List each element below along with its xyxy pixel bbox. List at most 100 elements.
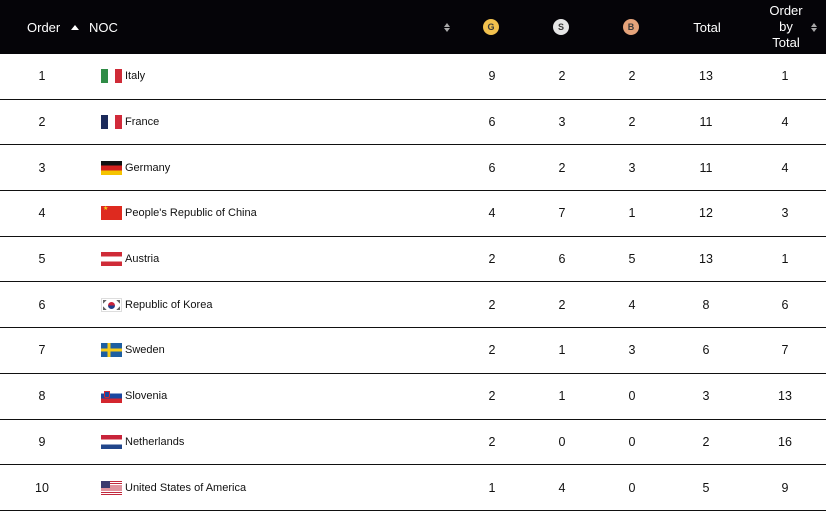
total-cell: 12: [699, 206, 713, 221]
gold-column-header[interactable]: G: [483, 0, 499, 54]
silver-cell: 0: [558, 434, 566, 449]
order-by-total-cell: 7: [781, 343, 789, 358]
noc-cell[interactable]: Slovenia: [101, 374, 167, 419]
total-cell: 8: [702, 297, 710, 312]
noc-name: France: [125, 116, 160, 129]
noc-cell[interactable]: France: [101, 100, 159, 145]
silver-cell: 6: [558, 252, 566, 267]
order-cell: 8: [38, 389, 46, 404]
order-by-total-column-header[interactable]: Order by Total: [760, 0, 812, 54]
noc-cell[interactable]: Germany: [101, 145, 170, 190]
table-row[interactable]: 2 France 6 3 2 11 4: [0, 100, 826, 146]
order-by-total-cell: 1: [781, 69, 789, 84]
noc-name: Netherlands: [125, 435, 185, 448]
order-cell: 10: [35, 480, 49, 495]
bronze-cell: 2: [628, 69, 636, 84]
order-by-total-cell: 4: [781, 160, 789, 175]
silver-cell: 4: [558, 480, 566, 495]
order-by-total-cell: 16: [778, 434, 792, 449]
noc-name: Germany: [125, 161, 171, 174]
bronze-medal-icon: B: [623, 19, 639, 35]
order-cell: 2: [38, 115, 46, 130]
order-cell: 4: [38, 206, 46, 221]
usa-flag-icon: [101, 480, 122, 495]
bronze-cell: 3: [628, 160, 636, 175]
bronze-cell: 1: [628, 206, 636, 221]
silver-cell: 3: [558, 115, 566, 130]
order-by-total-cell: 4: [781, 115, 789, 130]
total-cell: 2: [702, 434, 710, 449]
order-by-total-cell: 6: [781, 297, 789, 312]
korea-flag-icon: [101, 297, 122, 312]
bronze-cell: 0: [628, 389, 636, 404]
gold-cell: 2: [488, 434, 496, 449]
order-column-header[interactable]: Order: [27, 19, 61, 35]
order-by-total-label-line1: Order: [769, 3, 803, 18]
noc-cell[interactable]: Republic of Korea: [101, 282, 212, 327]
gold-cell: 4: [488, 206, 496, 221]
order-cell: 5: [38, 252, 46, 267]
silver-cell: 1: [558, 389, 566, 404]
table-row[interactable]: 6 Republic of Korea 2 2 4 8 6: [0, 282, 826, 329]
table-row[interactable]: 1 Italy 9 2 2 13 1: [0, 54, 826, 100]
noc-name: Sweden: [125, 344, 165, 357]
noc-cell[interactable]: Netherlands: [101, 420, 184, 465]
gold-cell: 2: [488, 297, 496, 312]
bronze-cell: 3: [628, 343, 636, 358]
table-row[interactable]: 10 United States of America 1 4 0 5 9: [0, 465, 826, 511]
noc-cell[interactable]: Sweden: [101, 328, 165, 373]
noc-name: Slovenia: [125, 390, 168, 403]
table-row[interactable]: 9 Netherlands 2 0 0 2 16: [0, 420, 826, 466]
netherlands-flag-icon: [101, 434, 122, 449]
gold-medal-icon: G: [483, 19, 499, 35]
noc-cell[interactable]: Italy: [101, 54, 145, 99]
order-cell: 9: [38, 434, 46, 449]
sort-icon[interactable]: [443, 0, 451, 54]
noc-cell[interactable]: People's Republic of China: [101, 191, 257, 236]
slovenia-flag-icon: [101, 389, 122, 404]
gold-cell: 6: [488, 160, 496, 175]
table-row[interactable]: 7 Sweden 2 1 3 6 7: [0, 328, 826, 374]
gold-cell: 2: [488, 252, 496, 267]
silver-cell: 1: [558, 343, 566, 358]
total-cell: 11: [699, 160, 713, 175]
bronze-cell: 0: [628, 434, 636, 449]
sort-icon[interactable]: [810, 0, 818, 54]
silver-cell: 2: [558, 69, 566, 84]
gold-cell: 2: [488, 343, 496, 358]
silver-cell: 2: [558, 297, 566, 312]
table-row[interactable]: 5 Austria 2 6 5 13 1: [0, 237, 826, 283]
noc-cell[interactable]: Austria: [101, 237, 159, 282]
total-cell: 5: [702, 480, 710, 495]
bronze-column-header[interactable]: B: [623, 0, 639, 54]
sort-ascending-icon[interactable]: [71, 0, 79, 54]
table-row[interactable]: 3 Germany 6 2 3 11 4: [0, 145, 826, 192]
total-column-header[interactable]: Total: [693, 19, 721, 35]
italy-flag-icon: [101, 69, 122, 84]
noc-name: Republic of Korea: [125, 298, 213, 311]
bronze-cell: 5: [628, 252, 636, 267]
noc-name: Austria: [125, 253, 160, 266]
france-flag-icon: [101, 115, 122, 130]
table-row[interactable]: 8 Slovenia 2 1 0 3 13: [0, 374, 826, 420]
noc-name: United States of America: [125, 481, 247, 494]
order-by-total-cell: 1: [781, 252, 789, 267]
order-cell: 6: [38, 297, 46, 312]
total-cell: 3: [702, 389, 710, 404]
gold-cell: 6: [488, 115, 496, 130]
sweden-flag-icon: [101, 343, 122, 358]
silver-cell: 7: [558, 206, 566, 221]
order-by-total-cell: 13: [778, 389, 792, 404]
gold-cell: 1: [488, 480, 496, 495]
total-cell: 13: [699, 252, 713, 267]
noc-cell[interactable]: United States of America: [101, 465, 246, 510]
order-by-total-label-line3: Total: [772, 35, 800, 50]
noc-column-header[interactable]: NOC: [89, 19, 118, 35]
china-flag-icon: [101, 206, 122, 221]
table-row[interactable]: 4 People's Republic of China 4 7 1 12 3: [0, 191, 826, 237]
germany-flag-icon: [101, 160, 122, 175]
bronze-cell: 4: [628, 297, 636, 312]
silver-column-header[interactable]: S: [553, 0, 569, 54]
order-by-total-label-line2: by: [779, 19, 793, 34]
table-header: Order NOC G S B Total Order by Total: [0, 0, 826, 54]
